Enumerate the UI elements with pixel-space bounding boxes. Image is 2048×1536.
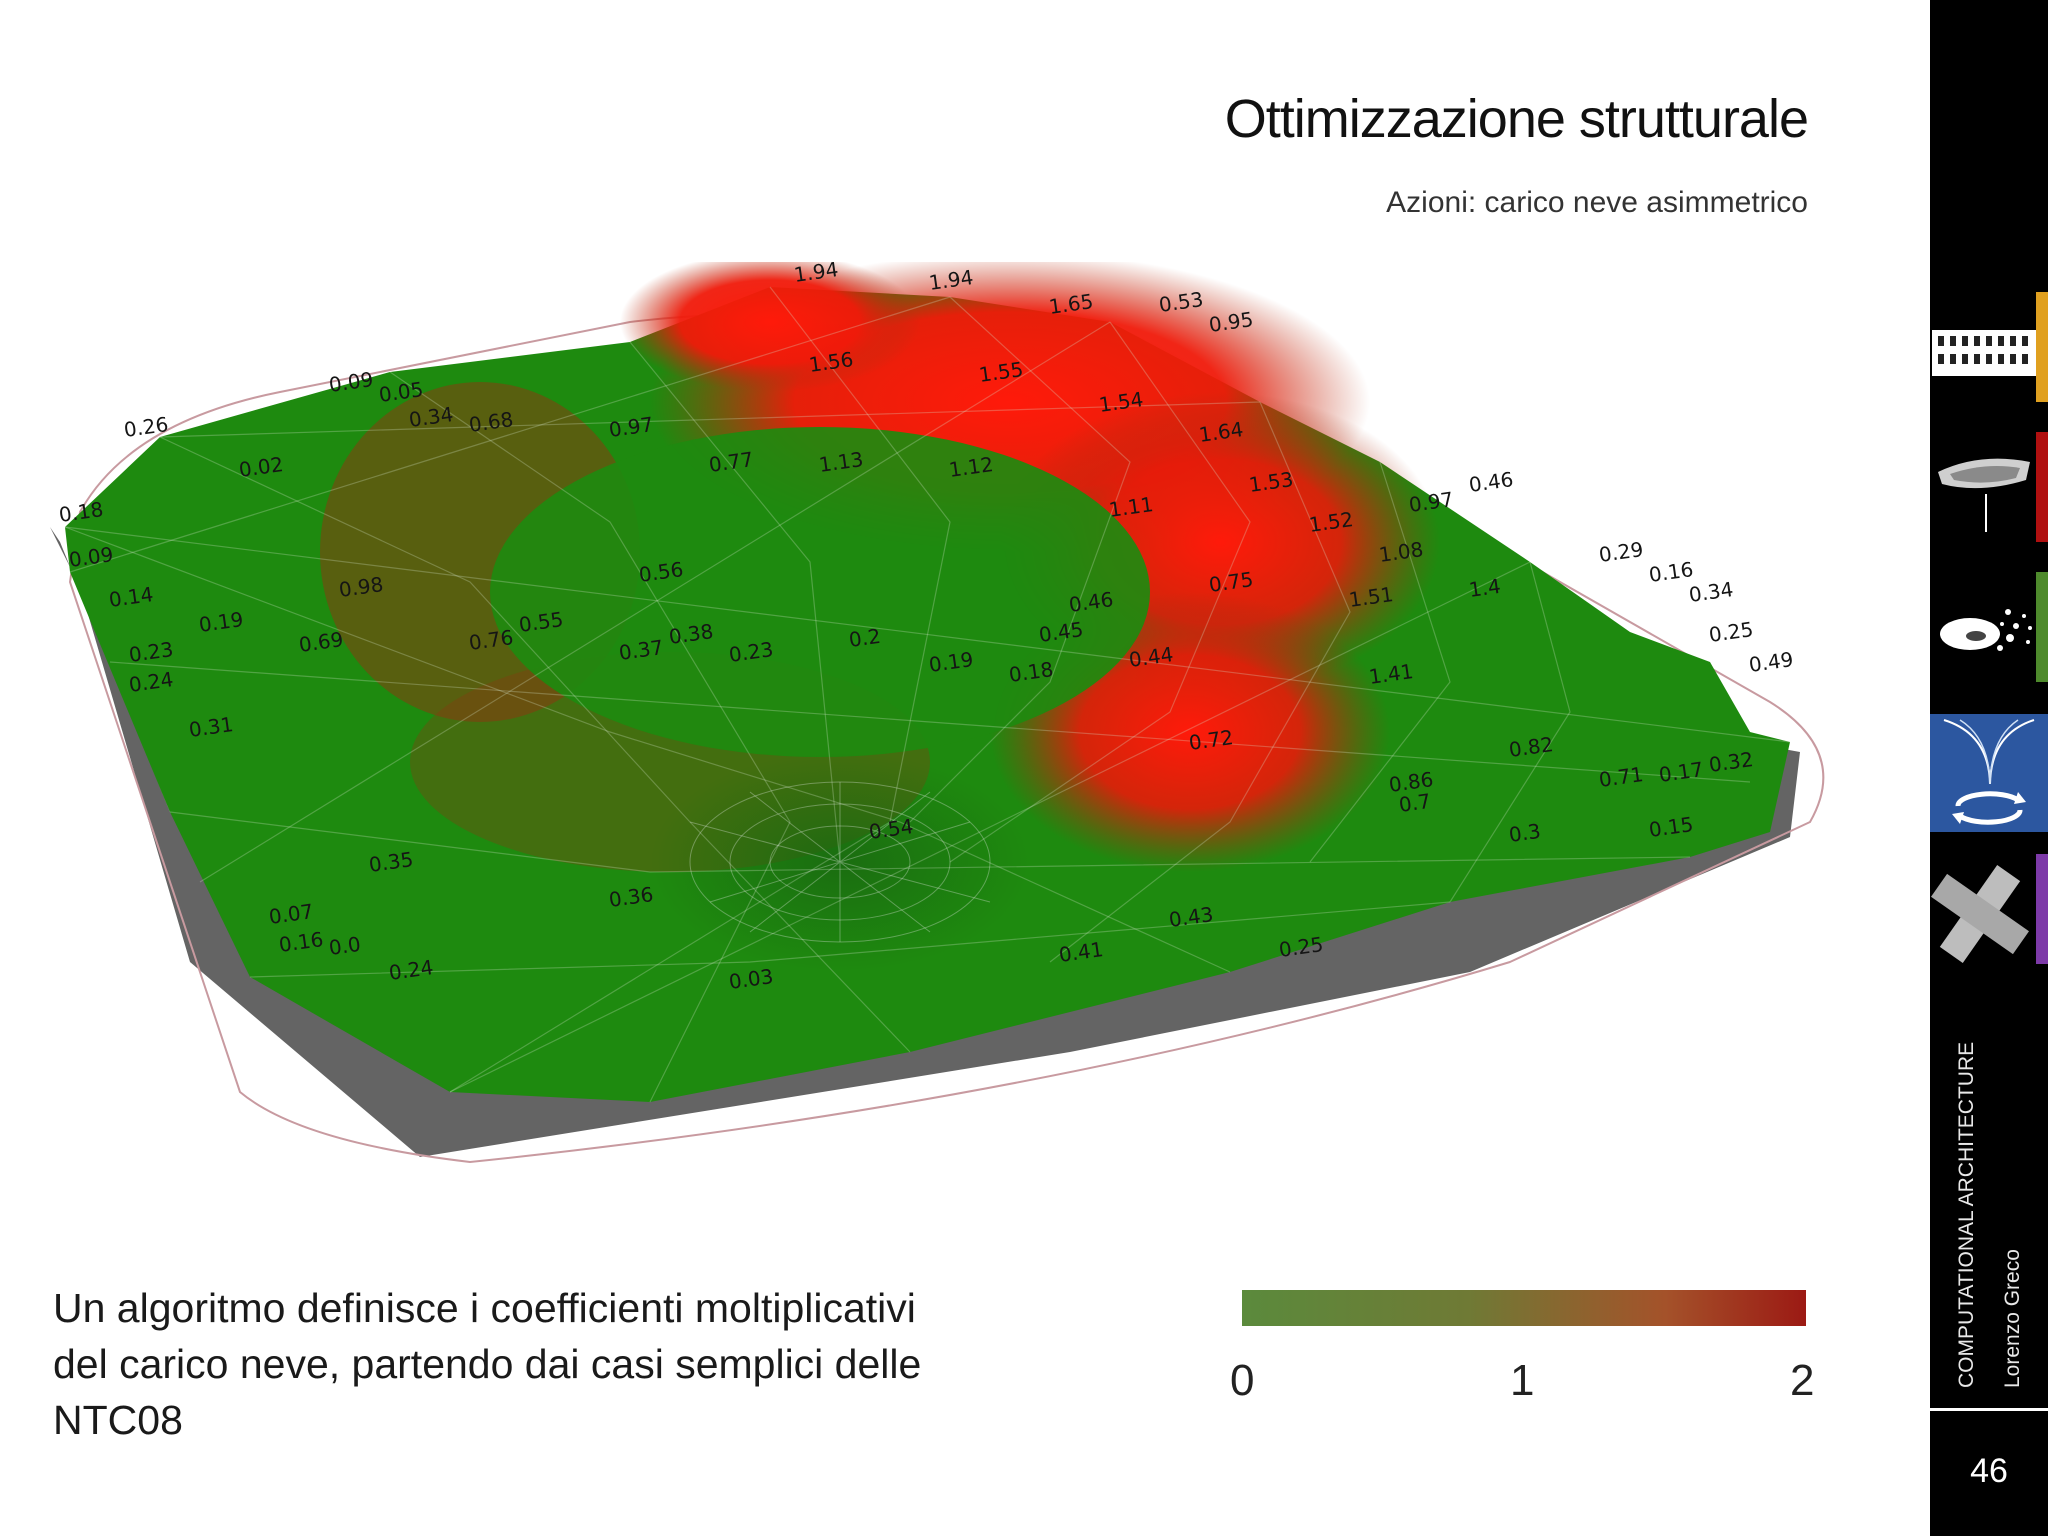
thumb-accent-2	[2036, 432, 2048, 542]
column-rotation-icon	[1943, 719, 2035, 825]
value-label: 0.7	[1397, 789, 1432, 817]
cross-node-icon	[1931, 865, 2029, 963]
chapter-thumb-4-active[interactable]	[1930, 714, 2048, 832]
green-bowl	[490, 427, 1150, 757]
chapter-thumb-5[interactable]	[1930, 854, 2048, 972]
legend-tick-mid: 1	[1510, 1356, 1535, 1405]
slide-subtitle: Azioni: carico neve asimmetrico	[1386, 186, 1808, 219]
mesh-lines	[64, 286, 1791, 1103]
value-label: 0.2	[847, 624, 882, 652]
legend-tick-min: 0	[1230, 1356, 1255, 1405]
chapter-thumb-1[interactable]	[1930, 292, 2048, 410]
building-facade-icon	[1932, 330, 2036, 376]
red-zone-peak	[620, 262, 920, 392]
shell-surface-icon	[1938, 458, 2030, 532]
particles-cloud-icon	[1940, 609, 2032, 651]
value-label: 0.34	[1687, 577, 1734, 607]
thumb-accent-1	[2036, 292, 2048, 402]
page-number: 46	[1970, 1452, 2008, 1490]
thumb-accent-3	[2036, 572, 2048, 682]
chapter-thumb-3[interactable]	[1930, 572, 2048, 690]
value-label: 0.3	[1507, 819, 1542, 847]
load-coefficient-colorbar	[1242, 1290, 1806, 1326]
slide-title: Ottimizzazione strutturale	[1224, 89, 1809, 149]
pit	[650, 752, 1030, 972]
slide-caption: Un algoritmo definisce i coefficienti mo…	[53, 1285, 922, 1443]
pit-mesh	[689, 781, 991, 943]
program-label: COMPUTATIONAL ARCHITECTURE	[1955, 1041, 1978, 1388]
value-label: 0.46	[1467, 467, 1514, 497]
snow-load-surface: 1.94 1.941.65 0.530.951.56 1.551.541.641.53…	[50, 262, 1825, 1164]
snow-load-surface-figure: 1.94 1.94 1.65 0.53 0.95 1.56 1.55 1.54 1.64 1.53…	[50, 262, 1880, 1202]
thumb-accent-5	[2036, 854, 2048, 964]
value-label: 0.0	[327, 932, 362, 960]
value-label: 0.49	[1747, 647, 1794, 677]
thumb-accent-4	[2036, 714, 2048, 824]
value-label: 0.29	[1597, 537, 1644, 567]
chapter-thumb-2[interactable]	[1930, 432, 2048, 550]
legend-tick-max: 2	[1790, 1356, 1815, 1405]
sidebar-divider	[1930, 1408, 2048, 1411]
author-label: Lorenzo Greco	[2001, 1249, 2024, 1388]
value-label: 0.25	[1707, 617, 1754, 647]
value-label: 1.4	[1467, 574, 1502, 602]
